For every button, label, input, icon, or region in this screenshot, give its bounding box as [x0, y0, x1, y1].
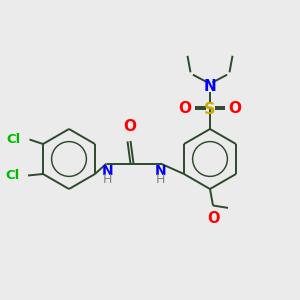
Text: N: N: [155, 164, 166, 178]
Text: O: O: [123, 119, 136, 134]
Text: O: O: [207, 211, 220, 226]
Text: N: N: [101, 164, 113, 178]
Text: H: H: [156, 173, 165, 186]
Text: Cl: Cl: [7, 133, 21, 146]
Text: S: S: [204, 102, 216, 117]
Text: O: O: [178, 101, 191, 116]
Text: O: O: [229, 101, 242, 116]
Text: H: H: [102, 173, 112, 186]
Text: Cl: Cl: [5, 169, 20, 182]
Text: N: N: [204, 79, 216, 94]
